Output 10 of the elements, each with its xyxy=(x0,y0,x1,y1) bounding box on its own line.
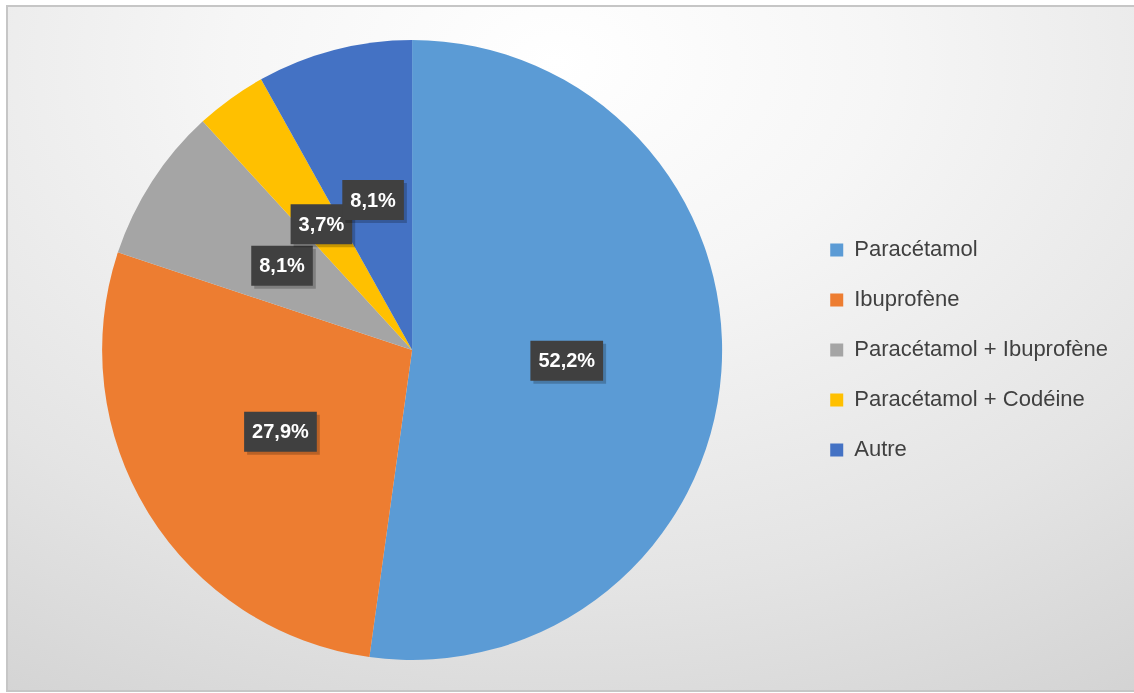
data-label: 8,1% xyxy=(259,254,306,277)
data-label: 27,9% xyxy=(252,420,310,443)
data-label: 8,1% xyxy=(350,188,397,211)
legend-label: Paracétamol + Ibuprofène xyxy=(854,336,1109,362)
legend-label: Ibuprofène xyxy=(854,286,960,312)
data-label: 52,2% xyxy=(538,349,596,372)
legend-label: Paracétamol + Codéine xyxy=(854,386,1085,412)
data-label: 3,7% xyxy=(298,212,345,235)
legend-label: Autre xyxy=(854,436,907,462)
legend-label: Paracétamol xyxy=(854,236,978,262)
